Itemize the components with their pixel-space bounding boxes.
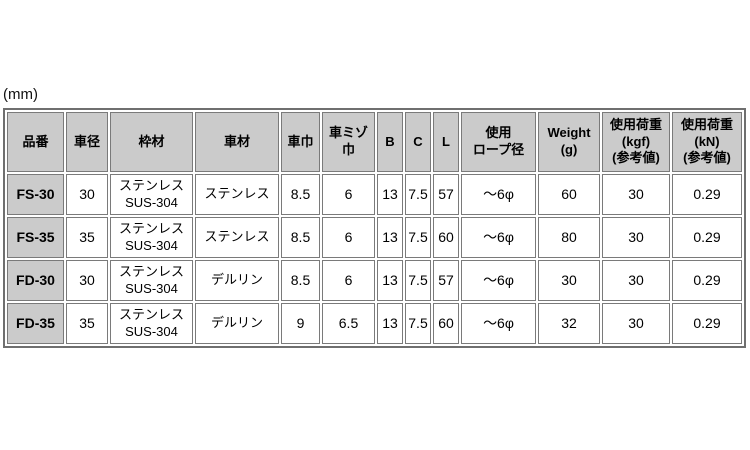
c-cell: 7.5 xyxy=(405,260,431,301)
table-row: FS-35 35 ステンレス SUS-304 ステンレス 8.5 6 13 7.… xyxy=(7,217,742,258)
header-wheel-diameter: 車径 xyxy=(66,112,108,172)
weight-cell: 80 xyxy=(538,217,600,258)
working-load-kn-cell: 0.29 xyxy=(672,217,742,258)
weight-cell: 30 xyxy=(538,260,600,301)
frame-material-cell: ステンレス SUS-304 xyxy=(110,217,193,258)
part-number-cell: FD-30 xyxy=(7,260,64,301)
working-load-kgf-cell: 30 xyxy=(602,303,670,344)
wheel-width-cell: 9 xyxy=(281,303,320,344)
table-row: FS-30 30 ステンレス SUS-304 ステンレス 8.5 6 13 7.… xyxy=(7,174,742,215)
b-cell: 13 xyxy=(377,260,403,301)
wheel-width-cell: 8.5 xyxy=(281,217,320,258)
groove-width-cell: 6 xyxy=(322,174,375,215)
rope-diameter-cell: ～6φ xyxy=(461,174,536,215)
frame-material-cell: ステンレス SUS-304 xyxy=(110,174,193,215)
header-row: 品番 車径 枠材 車材 車巾 車ミゾ 巾 B C L 使用 ロープ径 Weigh… xyxy=(7,112,742,172)
wheel-width-cell: 8.5 xyxy=(281,174,320,215)
working-load-kn-cell: 0.29 xyxy=(672,303,742,344)
groove-width-cell: 6 xyxy=(322,217,375,258)
wheel-diameter-cell: 35 xyxy=(66,217,108,258)
wheel-material-cell: ステンレス xyxy=(195,217,279,258)
part-number-cell: FD-35 xyxy=(7,303,64,344)
working-load-kgf-cell: 30 xyxy=(602,174,670,215)
c-cell: 7.5 xyxy=(405,174,431,215)
wheel-diameter-cell: 30 xyxy=(66,260,108,301)
header-rope-diameter: 使用 ロープ径 xyxy=(461,112,536,172)
part-number-cell: FS-35 xyxy=(7,217,64,258)
wheel-material-cell: デルリン xyxy=(195,303,279,344)
header-working-load-kn: 使用荷重 (kN) (参考値) xyxy=(672,112,742,172)
weight-cell: 32 xyxy=(538,303,600,344)
working-load-kgf-cell: 30 xyxy=(602,217,670,258)
wheel-material-cell: デルリン xyxy=(195,260,279,301)
table-row: FD-30 30 ステンレス SUS-304 デルリン 8.5 6 13 7.5… xyxy=(7,260,742,301)
b-cell: 13 xyxy=(377,217,403,258)
working-load-kn-cell: 0.29 xyxy=(672,174,742,215)
l-cell: 57 xyxy=(433,260,459,301)
b-cell: 13 xyxy=(377,174,403,215)
l-cell: 57 xyxy=(433,174,459,215)
rope-diameter-cell: ～6φ xyxy=(461,303,536,344)
c-cell: 7.5 xyxy=(405,303,431,344)
header-weight: Weight (g) xyxy=(538,112,600,172)
unit-label: (mm) xyxy=(3,86,38,103)
frame-material-cell: ステンレス SUS-304 xyxy=(110,303,193,344)
header-l: L xyxy=(433,112,459,172)
wheel-width-cell: 8.5 xyxy=(281,260,320,301)
header-c: C xyxy=(405,112,431,172)
groove-width-cell: 6.5 xyxy=(322,303,375,344)
groove-width-cell: 6 xyxy=(322,260,375,301)
header-groove-width: 車ミゾ 巾 xyxy=(322,112,375,172)
wheel-diameter-cell: 35 xyxy=(66,303,108,344)
c-cell: 7.5 xyxy=(405,217,431,258)
working-load-kgf-cell: 30 xyxy=(602,260,670,301)
frame-material-cell: ステンレス SUS-304 xyxy=(110,260,193,301)
header-working-load-kgf: 使用荷重 (kgf) (参考値) xyxy=(602,112,670,172)
l-cell: 60 xyxy=(433,217,459,258)
working-load-kn-cell: 0.29 xyxy=(672,260,742,301)
header-b: B xyxy=(377,112,403,172)
rope-diameter-cell: ～6φ xyxy=(461,260,536,301)
header-part-number: 品番 xyxy=(7,112,64,172)
b-cell: 13 xyxy=(377,303,403,344)
rope-diameter-cell: ～6φ xyxy=(461,217,536,258)
l-cell: 60 xyxy=(433,303,459,344)
weight-cell: 60 xyxy=(538,174,600,215)
table-row: FD-35 35 ステンレス SUS-304 デルリン 9 6.5 13 7.5… xyxy=(7,303,742,344)
wheel-diameter-cell: 30 xyxy=(66,174,108,215)
header-wheel-width: 車巾 xyxy=(281,112,320,172)
header-frame-material: 枠材 xyxy=(110,112,193,172)
spec-table: 品番 車径 枠材 車材 車巾 車ミゾ 巾 B C L 使用 ロープ径 Weigh… xyxy=(3,108,746,348)
part-number-cell: FS-30 xyxy=(7,174,64,215)
wheel-material-cell: ステンレス xyxy=(195,174,279,215)
header-wheel-material: 車材 xyxy=(195,112,279,172)
